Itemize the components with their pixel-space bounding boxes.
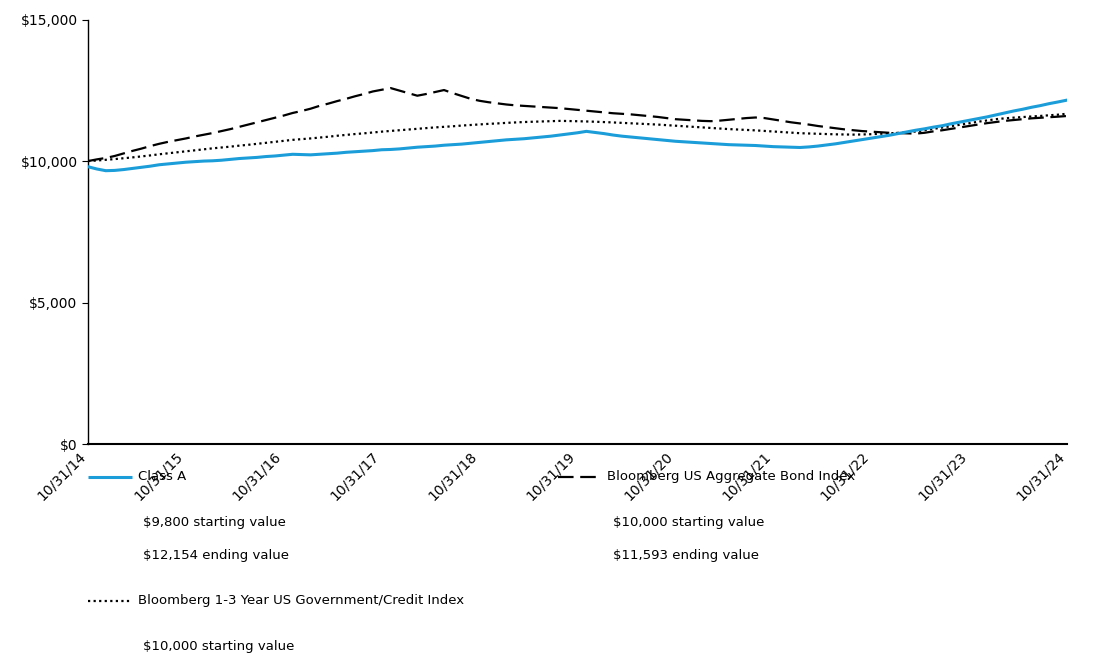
Text: Bloomberg US Aggregate Bond Index: Bloomberg US Aggregate Bond Index	[607, 470, 856, 483]
Text: $12,154 ending value: $12,154 ending value	[143, 549, 289, 562]
Text: Bloomberg 1-3 Year US Government/Credit Index: Bloomberg 1-3 Year US Government/Credit …	[138, 594, 463, 607]
Text: $10,000 starting value: $10,000 starting value	[143, 640, 295, 653]
Text: $11,593 ending value: $11,593 ending value	[613, 549, 759, 562]
Text: $9,800 starting value: $9,800 starting value	[143, 516, 286, 529]
Text: $10,000 starting value: $10,000 starting value	[613, 516, 764, 529]
Text: Class A: Class A	[138, 470, 186, 483]
